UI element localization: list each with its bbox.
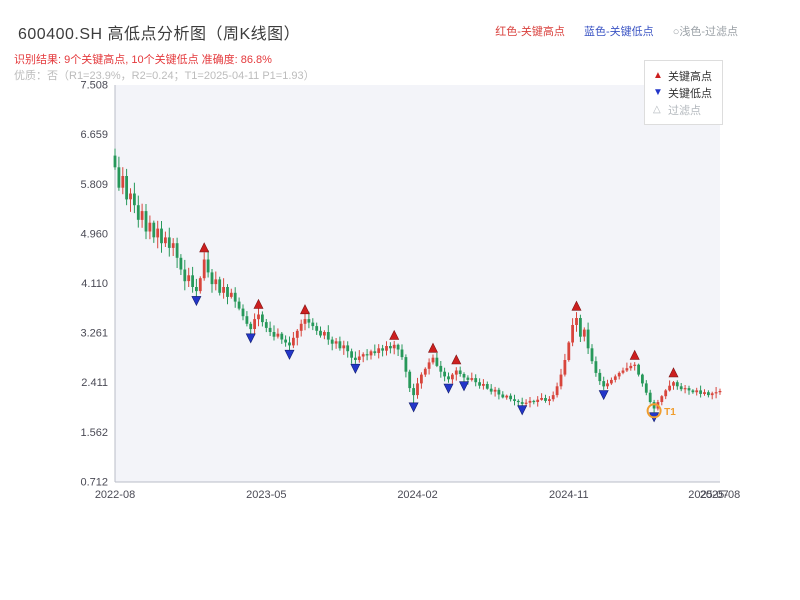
quality-line: 优质：否（R1=23.9%，R2=0.24；T1=2025-04-11 P1=1… [14,70,315,82]
top-legend-key-low: 蓝色-关键低点 [583,26,654,38]
legend-label: 关键低点 [668,87,712,100]
svg-text:2025-07: 2025-07 [688,489,728,501]
legend-label: 过滤点 [668,104,701,117]
open-triangle-icon: △ [653,104,661,115]
svg-text:2024-02: 2024-02 [397,489,437,501]
svg-text:0.712: 0.712 [80,477,108,489]
top-legend: 红色-关键高点 蓝色-关键低点 ○浅色-过滤点 [479,23,738,39]
svg-text:2024-11: 2024-11 [549,489,589,501]
svg-text:2025-08: 2025-08 [700,489,740,501]
svg-text:T1: T1 [664,407,676,418]
svg-text:1.562: 1.562 [80,427,108,439]
legend-item-key-high: ▲ 关键高点 [653,67,712,84]
top-legend-key-high: 红色-关键高点 [495,26,565,38]
legend-label: 关键高点 [668,70,712,83]
legend-item-key-low: ▼ 关键低点 [653,84,712,101]
page-title: 600400.SH 高低点分析图（周K线图） [18,26,301,43]
svg-text:3.261: 3.261 [80,328,108,340]
top-legend-filtered: ○浅色-过滤点 [672,26,738,38]
svg-text:6.659: 6.659 [80,129,108,141]
chart-legend: ▲ 关键高点 ▼ 关键低点 △ 过滤点 [644,60,723,125]
up-triangle-icon: ▲ [653,70,663,81]
down-triangle-icon: ▼ [653,87,663,98]
svg-text:4.960: 4.960 [80,228,108,240]
recognition-result: 识别结果: 9个关键高点, 10个关键低点 准确度: 86.8% [14,54,272,66]
svg-text:2022-08: 2022-08 [95,489,135,501]
legend-item-filtered: △ 过滤点 [653,101,712,118]
svg-text:2023-05: 2023-05 [246,489,286,501]
svg-text:7.508: 7.508 [80,80,108,92]
svg-text:2.411: 2.411 [81,377,108,389]
svg-text:4.110: 4.110 [81,278,108,290]
svg-text:5.809: 5.809 [80,179,108,191]
